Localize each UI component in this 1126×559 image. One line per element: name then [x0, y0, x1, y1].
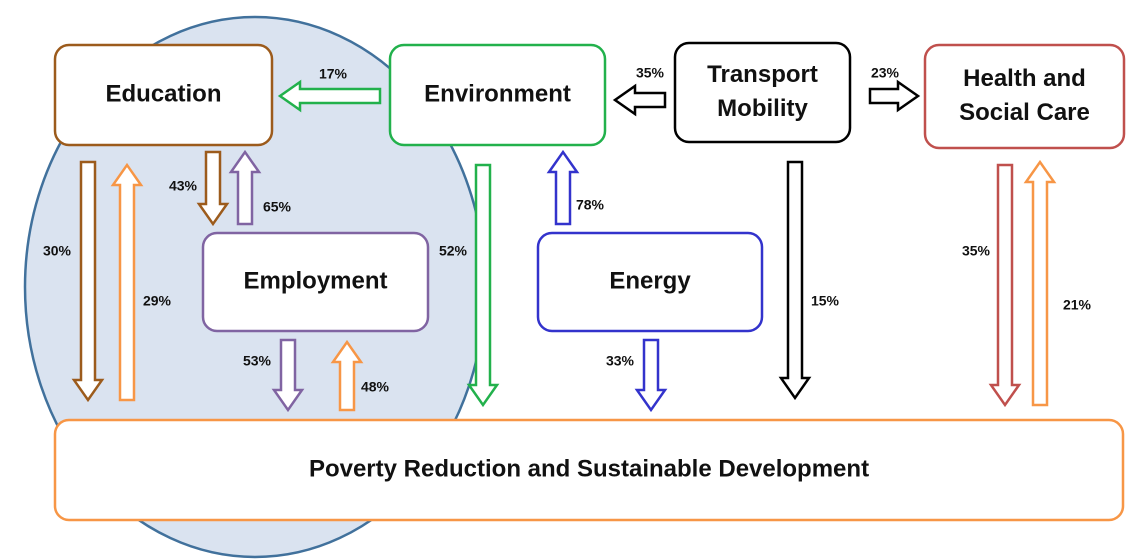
- node-box: [673, 41, 852, 144]
- arrow: [466, 163, 500, 408]
- node-label: Social Care: [959, 99, 1090, 126]
- arrow: [634, 338, 668, 413]
- edge-label: 65%: [263, 199, 292, 215]
- arrow: [612, 83, 667, 117]
- node-label: Poverty Reduction and Sustainable Develo…: [309, 455, 869, 482]
- edge-label: 21%: [1063, 297, 1092, 313]
- arrow: [277, 79, 382, 113]
- arrow: [196, 150, 230, 227]
- node-box: [201, 231, 430, 333]
- node-box: [536, 231, 764, 333]
- edge-label: 52%: [439, 243, 468, 259]
- node-box: [53, 418, 1125, 522]
- edge-label: 23%: [871, 65, 900, 81]
- node-label: Transport: [707, 61, 818, 88]
- arrow: [271, 338, 305, 413]
- edge-label: 35%: [962, 243, 991, 259]
- node-label: Energy: [609, 267, 691, 294]
- edge-label: 35%: [636, 65, 665, 81]
- edge-label: 29%: [143, 293, 172, 309]
- arrow: [546, 149, 580, 226]
- node-box: [388, 43, 607, 147]
- node-box: [923, 43, 1126, 150]
- edge-label: 53%: [243, 353, 272, 369]
- node-label: Education: [105, 80, 221, 107]
- arrow: [110, 162, 144, 402]
- arrow: [228, 149, 262, 226]
- arrow: [71, 160, 105, 403]
- arrow: [1023, 159, 1057, 407]
- node-label: Mobility: [717, 95, 808, 122]
- edge-label: 30%: [43, 243, 72, 259]
- edge-label: 15%: [811, 293, 840, 309]
- node-box: [53, 43, 274, 147]
- edge-label: 17%: [319, 66, 348, 82]
- arrow: [868, 79, 921, 113]
- arrow: [778, 160, 812, 401]
- arrow: [330, 339, 364, 412]
- edge-label: 48%: [361, 379, 390, 395]
- node-label: Health and: [963, 65, 1086, 92]
- node-label: Employment: [243, 267, 387, 294]
- edge-label: 78%: [576, 197, 605, 213]
- node-label: Environment: [424, 80, 571, 107]
- edge-label: 33%: [606, 353, 635, 369]
- edge-label: 43%: [169, 178, 198, 194]
- arrow: [988, 163, 1022, 408]
